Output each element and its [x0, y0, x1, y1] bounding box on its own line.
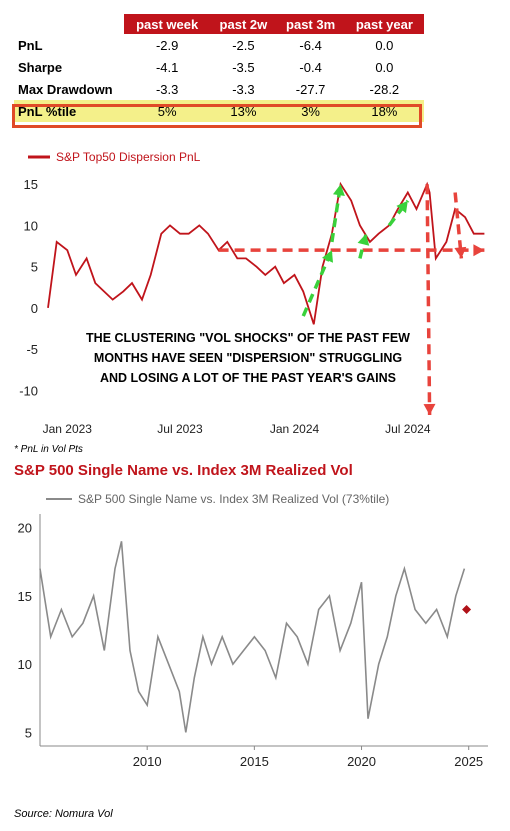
- table-cell: -2.9: [155, 37, 179, 53]
- table-cell: 18%: [344, 100, 424, 122]
- y-tick-label: 20: [18, 521, 32, 536]
- table-cell: -27.7: [295, 81, 326, 97]
- legend-label: S&P 500 Single Name vs. Index 3M Realize…: [78, 492, 389, 506]
- table-cell: -3.5: [232, 59, 255, 75]
- last-value-marker: [462, 605, 472, 615]
- green-dashed-arrow-head: [333, 184, 345, 196]
- x-tick-label: 2015: [240, 754, 269, 769]
- annotation-line: AND LOSING A LOT OF THE PAST YEAR'S GAIN…: [100, 371, 396, 385]
- green-dashed-arrow-head: [357, 233, 370, 246]
- table-cell: -3.3: [155, 81, 179, 97]
- table-header-row: past week past 2w past 3m past year: [14, 14, 424, 34]
- y-tick-label: 0: [31, 301, 38, 316]
- table-cell: 5%: [124, 100, 211, 122]
- x-tick-label: 2010: [133, 754, 162, 769]
- table-header-blank: [14, 14, 124, 34]
- green-dashed-arrow-head: [396, 200, 408, 214]
- row-label: Sharpe: [18, 59, 63, 75]
- table-cell: 0.0: [375, 37, 394, 53]
- realized-vol-chart: S&P 500 Single Name vs. Index 3M Realize…: [18, 492, 488, 769]
- x-tick-label: 2025: [454, 754, 483, 769]
- row-label: PnL %tile: [14, 100, 124, 122]
- red-dashed-arrow-head: [473, 244, 485, 257]
- y-tick-label: 5: [25, 725, 32, 740]
- table-cell: 0.0: [375, 59, 394, 75]
- table-header-cell: past 3m: [276, 14, 345, 34]
- legend-label: S&P Top50 Dispersion PnL: [56, 150, 201, 164]
- table-cell: -0.4: [299, 59, 322, 75]
- x-tick-label: 2020: [347, 754, 376, 769]
- table-cell: 3%: [276, 100, 345, 122]
- annotation-line: MONTHS HAVE SEEN "DISPERSION" STRUGGLING: [94, 351, 402, 365]
- annotation-line: THE CLUSTERING "VOL SHOCKS" OF THE PAST …: [86, 331, 410, 345]
- y-tick-label: 10: [24, 218, 38, 233]
- y-tick-label: 5: [31, 260, 38, 275]
- y-tick-label: 10: [18, 657, 32, 672]
- table-cell: -28.2: [369, 81, 400, 97]
- table-header-cell: past week: [124, 14, 211, 34]
- x-tick-label: Jul 2023: [157, 422, 203, 436]
- y-tick-label: 15: [24, 177, 38, 192]
- table-header-cell: past 2w: [210, 14, 277, 34]
- table-row: Max Drawdown -3.3 -3.3 -27.7 -28.2: [14, 78, 424, 100]
- footnote: * PnL in Vol Pts: [14, 444, 83, 455]
- table-cell: -6.4: [299, 37, 322, 53]
- table-cell: 13%: [210, 100, 277, 122]
- table-cell: -3.3: [232, 81, 255, 97]
- x-tick-label: Jan 2023: [43, 422, 93, 436]
- green-dashed-arrow: [301, 249, 334, 317]
- red-dashed-arrow: [453, 192, 464, 259]
- y-tick-label: -5: [26, 342, 38, 357]
- x-tick-label: Jul 2024: [385, 422, 431, 436]
- series-line: [47, 181, 485, 325]
- y-tick-label: 15: [18, 589, 32, 604]
- dispersion-pnl-chart: S&P Top50 Dispersion PnL 15 10 5 0 -5 -10 Jan…: [19, 150, 485, 436]
- row-label: PnL: [18, 37, 43, 53]
- table-header-cell: past year: [344, 14, 424, 34]
- x-tick-label: Jan 2024: [270, 422, 320, 436]
- green-dashed-arrow: [387, 199, 410, 227]
- row-label: Max Drawdown: [18, 81, 113, 97]
- red-dashed-arrow-head: [423, 403, 436, 415]
- y-tick-label: -10: [19, 383, 38, 398]
- table-row-highlight: PnL %tile 5% 13% 3% 18%: [14, 100, 424, 122]
- table-row: PnL -2.9 -2.5 -6.4 0.0: [14, 34, 424, 56]
- table-cell: -4.1: [155, 59, 179, 75]
- series-line: [39, 541, 466, 733]
- table-row: Sharpe -4.1 -3.5 -0.4 0.0: [14, 56, 424, 78]
- table-cell: -2.5: [232, 37, 255, 53]
- green-dashed-arrow-head: [322, 250, 333, 263]
- red-dashed-arrow: [425, 184, 432, 416]
- red-dashed-arrow-head: [454, 246, 467, 259]
- source-note: Source: Nomura Vol: [14, 808, 113, 820]
- stats-table: past week past 2w past 3m past year PnL …: [14, 14, 424, 122]
- section-title: S&P 500 Single Name vs. Index 3M Realize…: [14, 462, 353, 479]
